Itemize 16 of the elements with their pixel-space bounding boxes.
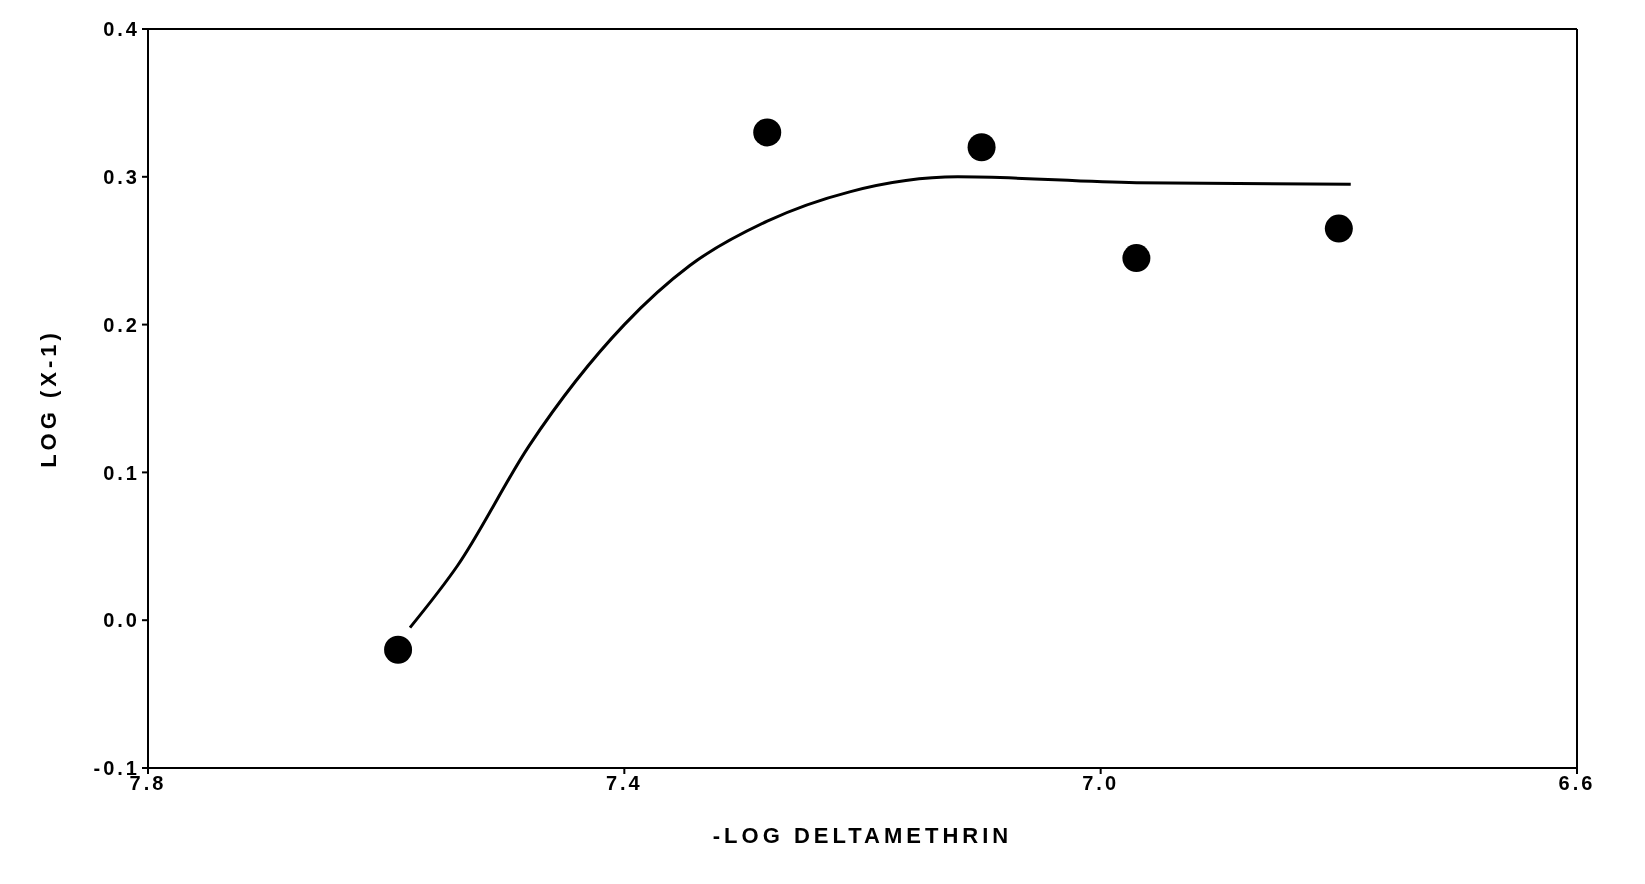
- y-tick-label: 0.3: [103, 165, 140, 188]
- x-axis-title: -LOG DELTAMETHRIN: [712, 823, 1013, 848]
- x-tick-label: 7.0: [1082, 772, 1120, 795]
- x-tick-label: 7.4: [605, 772, 643, 795]
- point: [1122, 244, 1151, 273]
- y-axis-title: LOG (X-1): [35, 329, 61, 468]
- point: [753, 118, 782, 147]
- y-tick-label: 0.0: [103, 609, 140, 632]
- point: [1324, 214, 1353, 243]
- point: [384, 635, 413, 664]
- line-series: [408, 175, 1353, 630]
- x-tick-label: 6.6: [1558, 772, 1596, 795]
- y-tick-label: 0.2: [103, 313, 140, 336]
- point: [967, 133, 996, 162]
- y-tick-label: 0.4: [103, 18, 140, 41]
- y-tick-label: 0.1: [103, 461, 140, 484]
